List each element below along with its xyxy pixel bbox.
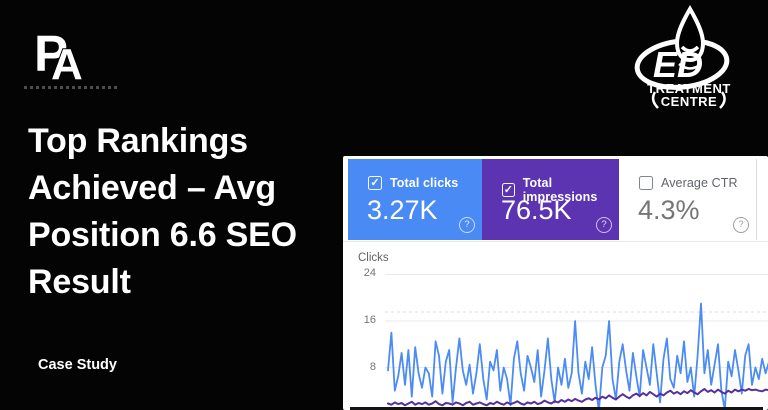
total-clicks-value: 3.27K: [367, 195, 438, 225]
ed-logo-line2: CENTRE: [661, 94, 717, 109]
total-impressions-card-head: ✓ Total impressions: [502, 176, 619, 204]
ytick-16: 16: [363, 314, 376, 326]
total-impressions-value: 76.5K: [501, 195, 572, 225]
ed-treatment-centre-logo: ED TREATMENT CENTRE: [634, 5, 731, 109]
bottom-crop-strip: [350, 407, 763, 410]
ed-logo-probe-crescent: [680, 45, 700, 53]
ed-logo-right-arc: [719, 91, 726, 109]
total-clicks-label: Total clicks: [390, 176, 459, 190]
total-clicks-card-head: ✓ Total clicks: [368, 176, 458, 190]
page-title: Top Rankings Achieved – Avg Position 6.6…: [28, 118, 368, 306]
search-console-panel: ✓ Total clicks 3.27K ? ✓ Total impressio…: [343, 156, 768, 410]
total-impressions-checkbox[interactable]: ✓: [502, 183, 515, 197]
ed-logo-left-arc: [651, 91, 659, 109]
average-ctr-label: Average CTR: [661, 176, 738, 190]
chart-axis-title: Clicks: [358, 252, 389, 264]
average-ctr-card[interactable]: Average CTR 4.3% ?: [619, 159, 757, 240]
total-clicks-help-icon[interactable]: ?: [459, 217, 475, 233]
average-ctr-help-icon[interactable]: ?: [733, 217, 749, 233]
metric-cards-row: ✓ Total clicks 3.27K ? ✓ Total impressio…: [343, 156, 768, 242]
pa-logo: P A: [34, 26, 84, 86]
total-clicks-checkbox[interactable]: ✓: [368, 176, 382, 190]
total-impressions-help-icon[interactable]: ?: [596, 217, 612, 233]
pa-logo-letter-a: A: [51, 40, 83, 86]
average-ctr-card-head: Average CTR: [639, 176, 738, 190]
total-impressions-label: Total impressions: [522, 176, 598, 204]
title-line-1: Top Rankings: [28, 122, 248, 160]
ed-logo-monogram: ED: [653, 44, 703, 85]
average-ctr-value: 4.3%: [638, 195, 700, 225]
clicks-chart-svg: [385, 273, 768, 410]
pa-logo-tagline: [24, 86, 118, 89]
case-study-label: Case Study: [38, 357, 117, 373]
ytick-8: 8: [369, 361, 376, 373]
average-ctr-checkbox[interactable]: [639, 176, 653, 190]
pa-logo-letter-p: P: [34, 26, 68, 82]
title-line-3: Position 6.6 SEO: [28, 216, 297, 254]
ed-logo-line1: TREATMENT: [647, 81, 731, 96]
ed-logo-probe-wave: [678, 63, 702, 70]
title-line-4: Result: [28, 263, 131, 301]
ytick-24: 24: [363, 267, 376, 279]
total-impressions-card[interactable]: ✓ Total impressions 76.5K ?: [482, 159, 619, 240]
title-line-2: Achieved – Avg: [28, 169, 276, 207]
total-clicks-card[interactable]: ✓ Total clicks 3.27K ?: [348, 159, 482, 240]
